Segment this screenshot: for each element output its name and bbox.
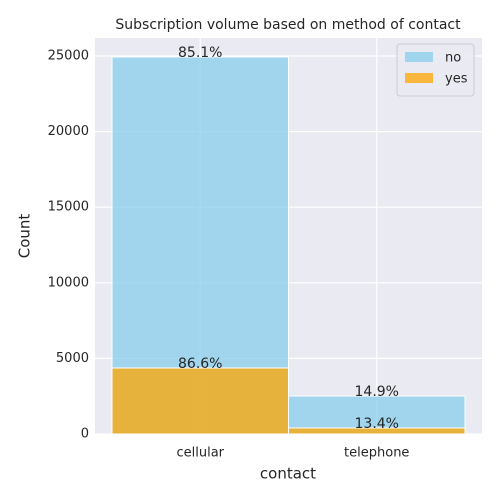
y-tick-label: 20000 <box>48 124 89 139</box>
legend: no yes <box>396 43 475 97</box>
legend-label: yes <box>445 72 468 87</box>
x-tick-label: telephone <box>344 446 409 461</box>
y-tick-label: 5000 <box>56 351 89 366</box>
legend-swatch <box>405 73 433 83</box>
chart-title: Subscription volume based on method of c… <box>115 17 461 33</box>
bar-annotation: 86.6% <box>178 356 222 372</box>
x-axis-label: contact <box>260 465 316 483</box>
bar-annotation: 14.9% <box>355 384 399 400</box>
legend-swatch <box>405 52 433 62</box>
bar <box>111 367 289 435</box>
y-tick-label: 15000 <box>48 200 89 215</box>
y-tick-label: 10000 <box>48 275 89 290</box>
legend-label: no <box>445 51 461 66</box>
y-axis-label: Count <box>16 214 34 259</box>
bar <box>288 427 466 435</box>
y-tick-label: 25000 <box>48 48 89 63</box>
legend-box <box>396 43 475 97</box>
y-tick-label: 0 <box>81 427 89 442</box>
bar-annotation: 85.1% <box>178 45 222 61</box>
x-tick-label: cellular <box>176 446 224 461</box>
bar-annotation: 13.4% <box>355 416 399 432</box>
